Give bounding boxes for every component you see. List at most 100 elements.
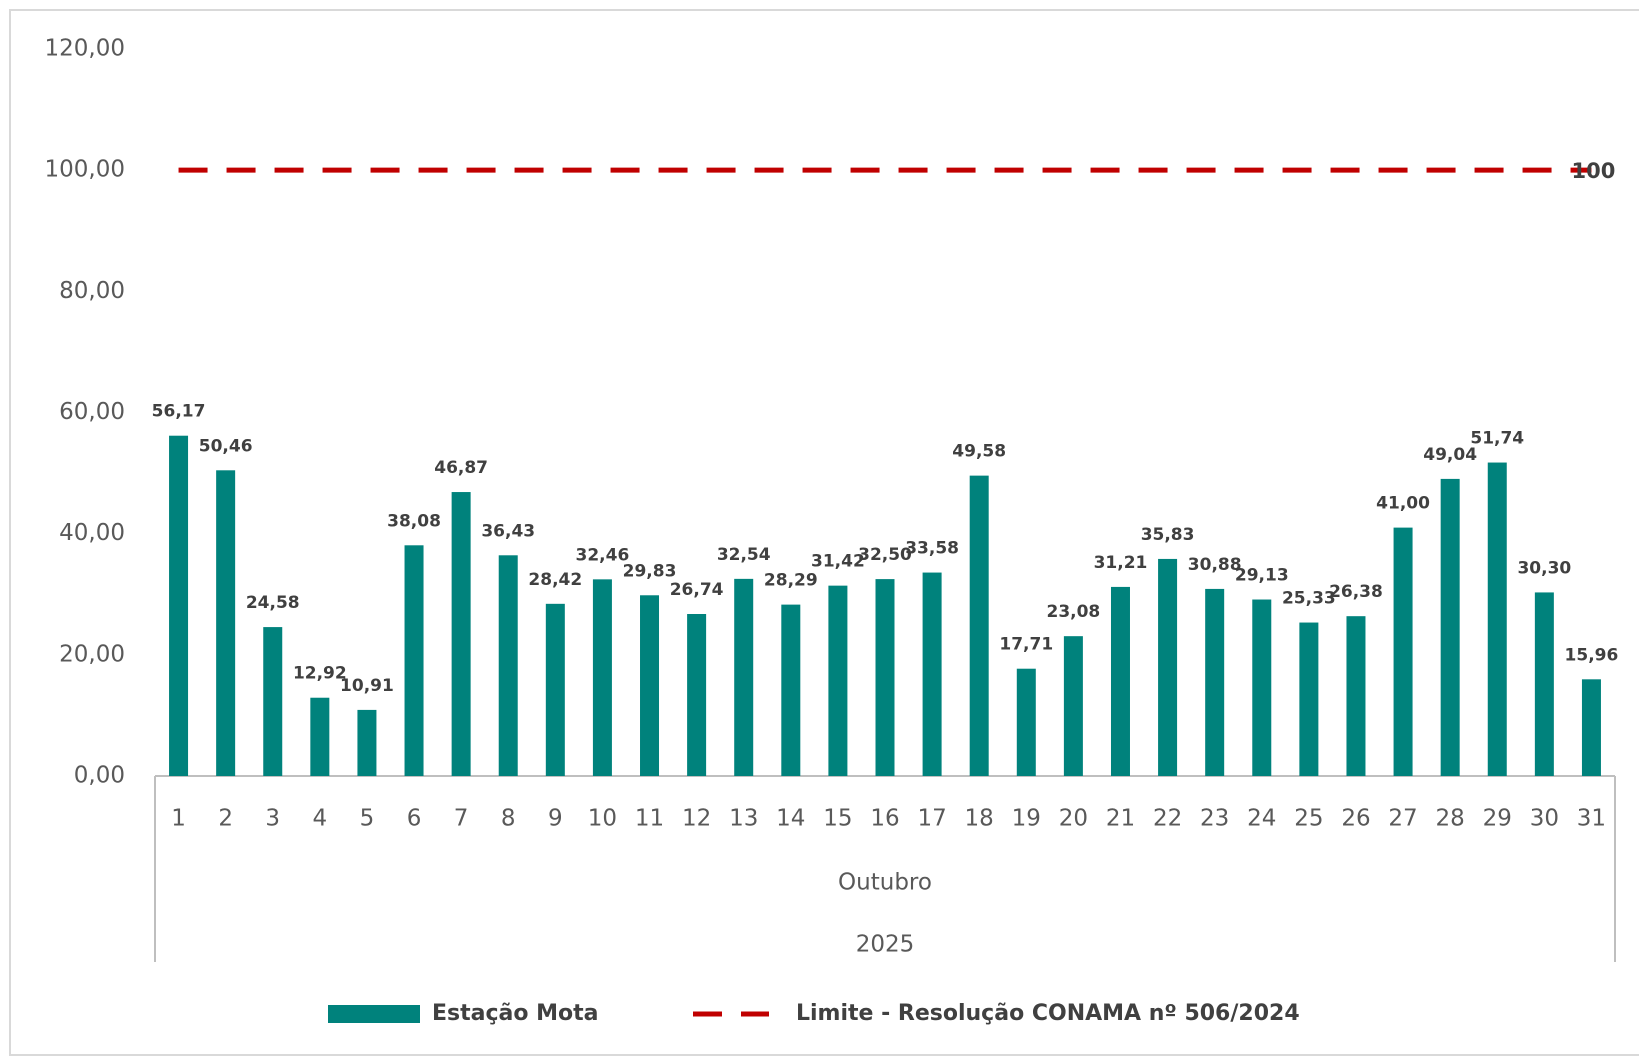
legend-label: Limite - Resolução CONAMA nº 506/2024	[796, 1001, 1300, 1026]
data-label: 36,43	[481, 521, 535, 541]
x-tick-label: 18	[965, 806, 994, 832]
x-tick-label: 17	[917, 806, 946, 832]
data-label: 10,91	[340, 676, 394, 696]
x-tick-label: 11	[635, 806, 664, 832]
bar	[1487, 462, 1507, 776]
data-label: 49,04	[1423, 445, 1477, 465]
data-label: 49,58	[952, 442, 1006, 462]
bar	[1110, 586, 1130, 776]
data-label: 30,88	[1188, 555, 1242, 575]
data-label: 32,50	[858, 545, 912, 565]
data-label: 100	[1572, 159, 1616, 183]
bar	[781, 604, 801, 776]
x-tick-label: 4	[313, 806, 328, 832]
data-label: 51,74	[1470, 429, 1524, 449]
bar	[969, 475, 989, 776]
x-tick-label: 22	[1153, 806, 1182, 832]
bar	[1205, 588, 1225, 776]
x-tick-label: 19	[1012, 806, 1041, 832]
x-tick-label: 13	[729, 806, 758, 832]
bar	[1299, 622, 1319, 776]
bar	[1581, 679, 1601, 776]
x-tick-label: 28	[1436, 806, 1465, 832]
bar	[592, 579, 612, 776]
data-label: 35,83	[1141, 525, 1195, 545]
data-label: 26,74	[670, 580, 724, 600]
x-tick-label: 14	[776, 806, 805, 832]
x-tick-label: 3	[265, 806, 280, 832]
x-tick-label: 25	[1294, 806, 1323, 832]
data-label: 17,71	[999, 635, 1053, 655]
x-tick-label: 1	[171, 806, 186, 832]
x-tick-label: 20	[1059, 806, 1088, 832]
data-label: 26,38	[1329, 582, 1383, 602]
bar	[875, 579, 895, 776]
data-label: 33,58	[905, 539, 959, 559]
data-label: 28,42	[528, 570, 582, 590]
data-label: 28,29	[764, 571, 818, 591]
data-label: 30,30	[1517, 558, 1571, 578]
x-tick-label: 12	[682, 806, 711, 832]
y-tick-label: 0,00	[74, 763, 125, 789]
data-label: 25,33	[1282, 589, 1336, 609]
bar	[216, 470, 236, 776]
x-tick-label: 2	[218, 806, 233, 832]
bar	[1158, 558, 1178, 776]
x-tick-label: 21	[1106, 806, 1135, 832]
x-group-label: Outubro	[838, 870, 932, 896]
chart-frame	[9, 9, 1639, 1056]
bar	[1346, 616, 1366, 776]
data-label: 31,21	[1094, 553, 1148, 573]
y-tick-label: 100,00	[45, 157, 125, 183]
bar	[169, 435, 189, 776]
bar	[545, 603, 565, 776]
y-tick-label: 20,00	[59, 641, 125, 667]
bar	[922, 572, 942, 776]
data-label: 31,42	[811, 552, 865, 572]
x-tick-label: 27	[1388, 806, 1417, 832]
x-tick-label: 26	[1341, 806, 1370, 832]
bar	[498, 555, 518, 776]
data-label: 46,87	[434, 458, 488, 478]
legend-label: Estação Mota	[432, 1001, 599, 1026]
bar	[404, 545, 424, 776]
data-label: 50,46	[199, 436, 253, 456]
x-tick-label: 9	[548, 806, 563, 832]
bar	[310, 697, 330, 776]
bar	[1440, 478, 1460, 776]
y-tick-label: 120,00	[45, 36, 125, 62]
data-label: 15,96	[1565, 645, 1619, 665]
x-tick-label: 7	[454, 806, 469, 832]
bar	[734, 578, 754, 776]
x-tick-label: 24	[1247, 806, 1276, 832]
legend-swatch	[328, 1005, 420, 1023]
bar	[1016, 668, 1036, 776]
x-tick-label: 29	[1483, 806, 1512, 832]
x-tick-label: 30	[1530, 806, 1559, 832]
data-label: 12,92	[293, 664, 347, 684]
data-label: 29,83	[623, 561, 677, 581]
x-tick-label: 23	[1200, 806, 1229, 832]
bar	[828, 585, 848, 776]
x-tick-label: 6	[407, 806, 422, 832]
y-tick-label: 60,00	[59, 399, 125, 425]
x-tick-label: 10	[588, 806, 617, 832]
x-year-label: 2025	[856, 932, 915, 958]
x-tick-label: 5	[360, 806, 375, 832]
data-label: 29,13	[1235, 566, 1289, 586]
data-label: 23,08	[1046, 602, 1100, 622]
data-label: 24,58	[246, 593, 300, 613]
bar	[263, 627, 283, 776]
data-label: 56,17	[152, 402, 206, 422]
data-label: 38,08	[387, 511, 441, 531]
y-tick-label: 80,00	[59, 278, 125, 304]
bar	[1534, 592, 1554, 776]
data-label: 41,00	[1376, 494, 1430, 514]
bar	[357, 709, 377, 776]
x-tick-label: 31	[1577, 806, 1606, 832]
data-label: 32,54	[717, 545, 771, 565]
x-tick-label: 16	[870, 806, 899, 832]
bar	[451, 492, 471, 776]
bar	[1252, 599, 1272, 776]
bar	[1393, 527, 1413, 776]
